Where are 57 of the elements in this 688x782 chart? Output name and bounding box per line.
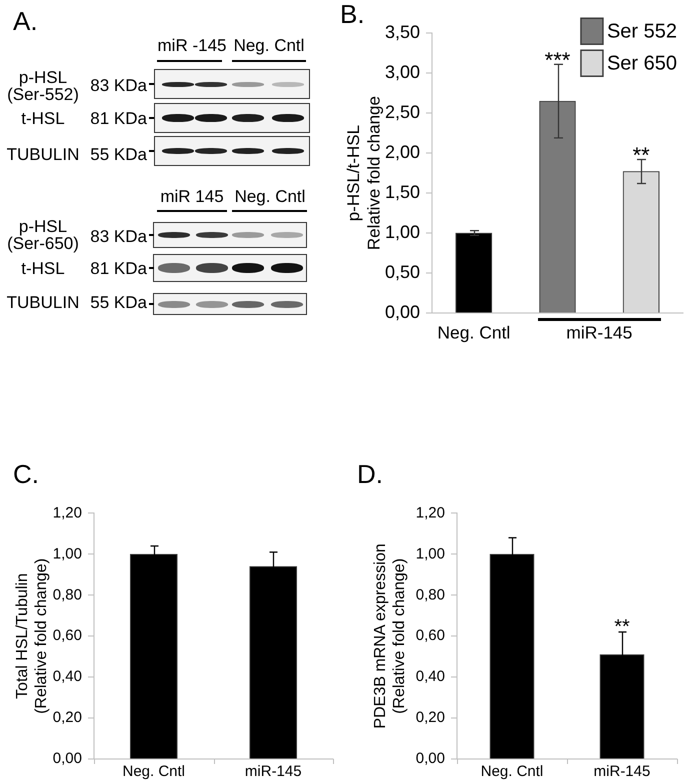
y-tick-label: 0,80 [52,586,82,604]
text: 55 KDa [90,293,147,313]
chart-title: D. [357,458,383,489]
text: TUBULIN [6,145,80,165]
annotation: ** [632,142,650,168]
text: TUBULIN [6,293,80,313]
y-tick-label: 0,60 [52,627,82,644]
x-tick-label: miR-145 [244,763,302,780]
text: A. [13,6,38,36]
chart-title: B. [340,0,365,29]
y-tick-label: 0,40 [416,668,445,686]
y-tick-label: 0,60 [416,627,445,644]
y-tick-label: 0,50 [384,262,420,282]
text: 81 KDa [90,109,147,129]
text: (Ser-650) [7,234,79,254]
y-tick-label: 1,00 [416,545,445,562]
text: 83 KDa [90,227,147,247]
y-tick-label: 0,80 [416,586,445,604]
text: 55 KDa [90,145,147,165]
y-tick-label: 3,50 [384,22,420,42]
y-tick-label: 1,00 [384,222,420,242]
annotation: *** [544,47,571,72]
y-axis-title: PDE3B mRNA expression (Relative fold change) [372,544,408,729]
y-tick-label: 2,00 [384,142,420,162]
text: 83 KDa [90,76,147,96]
y-tick-label: 0,00 [52,750,82,768]
y-tick-label: 1,20 [416,504,445,522]
text: (Ser-552) [7,85,79,105]
y-tick-label: 0,20 [52,709,82,726]
y-tick-label: 0,00 [416,750,445,768]
text: miR 145 [160,187,224,207]
x-tick-label: miR-145 [566,322,632,342]
text: p-HSL [18,217,68,236]
x-tick-label: Neg. Cntl [480,763,544,780]
text: t-HSL [21,259,65,279]
y-tick-label: 1,20 [52,504,82,522]
y-axis-title: p-HSL/t-HSL Relative fold change [344,96,384,250]
chart-title: C. [13,458,39,489]
y-tick-label: 0,40 [52,668,82,686]
y-tick-label: 1,50 [384,182,420,202]
legend-label: Ser 552 [606,20,678,43]
text: Neg. Cntl [234,187,306,207]
y-tick-label: 3,00 [384,62,420,82]
text: 81 KDa [90,259,147,279]
text: t-HSL [21,109,65,129]
y-tick-label: 2,50 [384,102,420,122]
y-tick-label: 0,00 [384,302,420,322]
y-tick-label: 0,20 [416,709,445,726]
y-tick-label: 1,00 [52,545,82,562]
legend-label: Ser 650 [606,52,678,75]
text: Neg. Cntl [234,36,304,56]
x-tick-label: miR-145 [594,763,650,780]
text: p-HSL [18,68,68,88]
annotation: ** [614,616,630,638]
x-tick-label: Neg. Cntl [122,763,186,780]
y-axis-title: Total HSL/Tubulin (Relative fold change) [14,558,50,714]
text: miR -145 [158,36,226,56]
